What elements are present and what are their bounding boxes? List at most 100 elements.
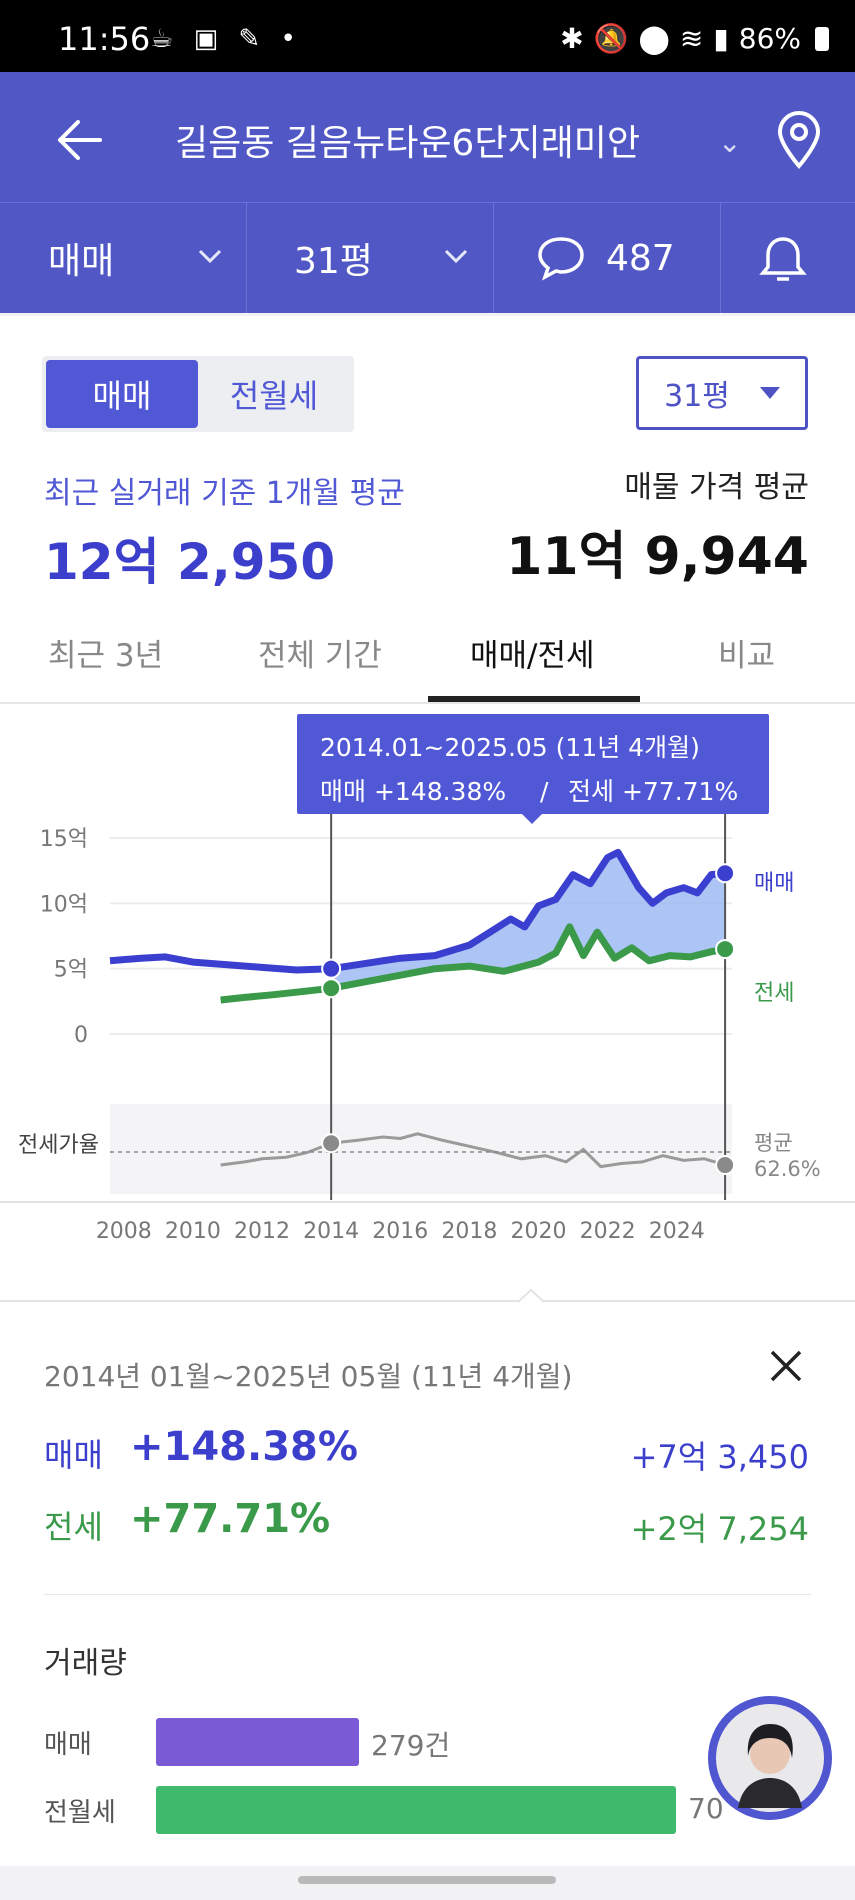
trade-toggle: 매매 전월세 xyxy=(42,356,354,432)
ratio-end-point xyxy=(715,1155,736,1176)
system-icons: ✱ 🔕 ⬤ ≋ ▮ 86% xyxy=(560,22,829,55)
x-tick-label: 2024 xyxy=(649,1219,705,1244)
jeonse-series-label: 전세 xyxy=(754,981,794,1006)
mute-icon: 🔕 xyxy=(593,22,629,55)
comments-button[interactable]: 487 xyxy=(536,203,716,313)
volume-sale-bar xyxy=(156,1718,359,1766)
x-tick-label: 2020 xyxy=(510,1219,566,1244)
active-tab-indicator xyxy=(428,696,640,702)
volume-sale-count: 279건 xyxy=(371,1729,451,1762)
jeonse-start-point xyxy=(321,978,342,999)
volume-sale-label: 매매 xyxy=(44,1730,92,1760)
detail-jeonse-label: 전세 xyxy=(44,1508,103,1546)
detail-divider xyxy=(44,1594,811,1595)
status-time: 11:56 xyxy=(58,20,151,58)
trade-type-dropdown[interactable]: 매매 xyxy=(48,203,248,313)
jeonse-end-point xyxy=(715,939,736,960)
ratio-avg-label: 평균 xyxy=(754,1131,793,1155)
tooltip-jeonse-change: 전세 +77.71% xyxy=(568,777,738,806)
detail-sale-pct: +148.38% xyxy=(130,1424,358,1470)
location-icon: ⬤ xyxy=(638,22,670,55)
notification-icons: ☕ ▣ ✎ • xyxy=(150,24,302,54)
tab-recent-3y[interactable]: 최근 3년 xyxy=(48,638,164,674)
app-bar: 길음동 길음뉴타운6단지래미안 ⌄ xyxy=(0,72,855,202)
wifi-icon: ≋ xyxy=(679,22,704,55)
x-tick-label: 2008 xyxy=(96,1219,152,1244)
period-tabs: 최근 3년 전체 기간 매매/전세 비교 xyxy=(0,610,855,704)
volume-rent-label: 전월세 xyxy=(44,1798,116,1828)
x-tick-label: 2012 xyxy=(234,1219,290,1244)
tab-compare[interactable]: 비교 xyxy=(718,638,776,674)
detail-period: 2014년 01월~2025년 05월 (11년 4개월) xyxy=(44,1360,573,1393)
tooltip-separator: / xyxy=(540,777,549,806)
range-tooltip: 2014.01~2025.05 (11년 4개월) 매매 +148.38% / … xyxy=(297,714,769,824)
comments-count: 487 xyxy=(606,237,675,279)
ratio-line xyxy=(220,1132,726,1169)
sale-end-point xyxy=(715,863,736,884)
tooltip-sale-change: 매매 +148.38% xyxy=(320,777,506,806)
size-dropdown[interactable]: 31평 xyxy=(294,203,494,313)
back-arrow-icon[interactable] xyxy=(50,110,110,170)
signal-icon: ▮ xyxy=(713,22,729,55)
detail-sale-label: 매매 xyxy=(44,1436,103,1474)
detail-sale-amount: +7억 3,450 xyxy=(630,1438,809,1476)
complex-title[interactable]: 길음동 길음뉴타운6단지래미안 xyxy=(0,114,855,166)
sale-line xyxy=(109,848,726,974)
caret-down-icon xyxy=(759,387,780,399)
y-tick-label: 0 xyxy=(74,1023,88,1048)
pointer-notch-icon xyxy=(517,1288,545,1303)
toggle-rent[interactable]: 전월세 xyxy=(229,377,319,415)
volume-rent-count: 70 xyxy=(688,1792,724,1825)
close-icon[interactable] xyxy=(766,1346,806,1386)
filter-bar: 매매 31평 487 xyxy=(0,202,855,313)
home-indicator xyxy=(298,1876,556,1884)
volume-rent-bar xyxy=(156,1786,676,1834)
price-chart[interactable]: 15억 10억 5억 0 2008 2010 2012 2014 2016 2018 2020 20… xyxy=(0,704,855,1264)
jeonse-line xyxy=(220,923,726,1004)
agent-avatar[interactable] xyxy=(708,1696,832,1820)
detail-jeonse-pct: +77.71% xyxy=(130,1496,331,1542)
battery-icon xyxy=(815,26,829,51)
complex-title-text: 길음동 길음뉴타운6단지래미안 xyxy=(175,123,640,164)
recent-avg-label: 최근 실거래 기준 1개월 평균 xyxy=(44,476,405,511)
y-tick-label: 10억 xyxy=(40,892,88,917)
sale-start-point xyxy=(321,958,342,979)
volume-title: 거래량 xyxy=(44,1646,127,1681)
chevron-down-icon xyxy=(198,249,222,264)
recent-avg-value: 12억 2,950 xyxy=(44,533,336,591)
ratio-panel-bg xyxy=(110,1104,732,1194)
ratio-label: 전세가율 xyxy=(18,1133,99,1158)
size-select[interactable]: 31평 xyxy=(636,356,808,430)
tab-all-period[interactable]: 전체 기간 xyxy=(258,638,382,674)
price-card xyxy=(0,316,855,1866)
size-select-value: 31평 xyxy=(664,379,730,414)
tab-sale-jeonse[interactable]: 매매/전세 xyxy=(470,638,595,674)
listing-avg-label: 매물 가격 평균 xyxy=(624,470,809,505)
chevron-down-icon xyxy=(444,249,468,264)
chat-bubble-icon xyxy=(538,237,584,281)
x-tick-label: 2016 xyxy=(372,1219,428,1244)
toggle-sale[interactable]: 매매 xyxy=(46,360,198,428)
ratio-start-point xyxy=(321,1133,342,1154)
ratio-avg-value: 62.6% xyxy=(754,1157,821,1181)
x-tick-label: 2022 xyxy=(580,1219,636,1244)
detail-jeonse-amount: +2억 7,254 xyxy=(630,1510,809,1548)
spread-area xyxy=(331,853,726,989)
battery-text: 86% xyxy=(738,22,801,55)
bluetooth-icon: ✱ xyxy=(560,22,584,55)
size-value: 31평 xyxy=(294,241,373,282)
x-tick-label: 2014 xyxy=(303,1219,359,1244)
sale-series-label: 매매 xyxy=(754,871,794,896)
bell-icon[interactable] xyxy=(758,233,808,287)
x-tick-label: 2018 xyxy=(441,1219,497,1244)
status-bar: 11:56 ☕ ▣ ✎ • ✱ 🔕 ⬤ ≋ ▮ 86% xyxy=(0,0,855,72)
y-tick-label: 5억 xyxy=(54,958,88,983)
map-pin-icon[interactable] xyxy=(776,110,822,170)
trade-type-value: 매매 xyxy=(48,241,115,282)
y-tick-label: 15억 xyxy=(40,827,88,852)
x-tick-label: 2010 xyxy=(165,1219,221,1244)
listing-avg-value: 11억 9,944 xyxy=(506,527,809,587)
tooltip-period: 2014.01~2025.05 (11년 4개월) xyxy=(320,733,700,762)
chevron-down-icon[interactable]: ⌄ xyxy=(718,126,742,159)
section-divider xyxy=(0,1300,855,1302)
